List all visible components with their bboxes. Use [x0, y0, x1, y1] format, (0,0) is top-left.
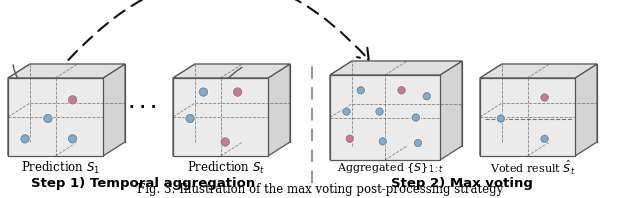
Circle shape: [397, 86, 406, 95]
Text: Step 2) Max voting: Step 2) Max voting: [391, 177, 532, 190]
Circle shape: [68, 96, 77, 104]
Polygon shape: [330, 61, 462, 75]
Text: Prediction $S_1$: Prediction $S_1$: [21, 160, 100, 176]
Circle shape: [398, 87, 405, 94]
Circle shape: [412, 114, 419, 121]
Circle shape: [541, 94, 548, 101]
Text: · · ·: · · ·: [129, 100, 157, 114]
Polygon shape: [440, 61, 462, 160]
Circle shape: [376, 108, 383, 115]
Polygon shape: [480, 64, 597, 78]
Polygon shape: [8, 64, 125, 78]
Polygon shape: [268, 64, 290, 156]
Text: Prediction $S_t$: Prediction $S_t$: [187, 160, 265, 176]
Circle shape: [342, 107, 351, 116]
Circle shape: [497, 114, 505, 123]
Circle shape: [43, 114, 52, 123]
Circle shape: [357, 87, 364, 94]
Circle shape: [356, 86, 365, 95]
Circle shape: [186, 115, 194, 123]
Circle shape: [234, 88, 242, 96]
Circle shape: [200, 88, 207, 96]
Polygon shape: [330, 61, 352, 160]
Polygon shape: [173, 64, 195, 156]
Circle shape: [415, 140, 422, 147]
Polygon shape: [103, 64, 125, 156]
FancyArrowPatch shape: [68, 0, 369, 60]
Circle shape: [540, 134, 549, 143]
Circle shape: [233, 87, 243, 97]
Circle shape: [375, 107, 384, 116]
Circle shape: [346, 134, 354, 143]
Circle shape: [198, 87, 208, 97]
Circle shape: [413, 139, 422, 147]
Circle shape: [20, 134, 30, 144]
Circle shape: [541, 135, 548, 142]
Text: Voted result $\hat{S}_t$: Voted result $\hat{S}_t$: [490, 159, 575, 177]
Polygon shape: [195, 64, 290, 142]
Circle shape: [380, 138, 387, 145]
Polygon shape: [30, 64, 125, 142]
Circle shape: [68, 134, 77, 144]
Circle shape: [412, 113, 420, 122]
Polygon shape: [502, 64, 597, 142]
Text: Fig. 3: Illustration of the max voting post-processing strategy: Fig. 3: Illustration of the max voting p…: [137, 183, 503, 196]
Circle shape: [540, 93, 549, 102]
Polygon shape: [8, 64, 30, 156]
Circle shape: [422, 92, 431, 101]
Circle shape: [423, 93, 430, 100]
Circle shape: [497, 115, 504, 122]
Polygon shape: [352, 61, 462, 146]
Circle shape: [44, 115, 52, 123]
Circle shape: [220, 137, 230, 147]
Circle shape: [68, 135, 77, 143]
Circle shape: [346, 135, 353, 142]
Circle shape: [343, 108, 350, 115]
Circle shape: [21, 135, 29, 143]
Polygon shape: [575, 64, 597, 156]
Circle shape: [378, 137, 387, 146]
Polygon shape: [480, 64, 502, 156]
Polygon shape: [173, 64, 290, 78]
Polygon shape: [8, 78, 103, 156]
Circle shape: [186, 114, 195, 123]
Circle shape: [68, 95, 77, 105]
Polygon shape: [173, 78, 268, 156]
Text: Aggregated $\{S\}_{1:t}$: Aggregated $\{S\}_{1:t}$: [337, 161, 444, 175]
Polygon shape: [330, 75, 440, 160]
Polygon shape: [480, 78, 575, 156]
Circle shape: [221, 138, 229, 146]
Text: Step 1) Temporal aggregation: Step 1) Temporal aggregation: [31, 177, 255, 190]
